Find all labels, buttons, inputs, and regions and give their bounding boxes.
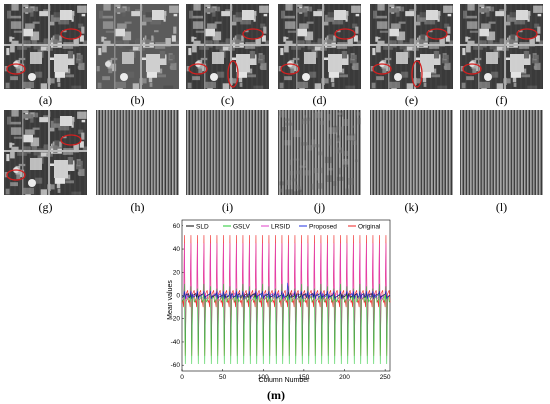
annotation-circle <box>426 28 448 40</box>
panel-d-label: (d) <box>312 93 327 107</box>
y-tick-label: 40 <box>173 246 181 253</box>
legend-box <box>183 221 389 230</box>
panel-d-image <box>278 4 361 89</box>
panel-e-label: (e) <box>404 93 419 107</box>
annotation-circle <box>462 63 482 75</box>
panel-i-image <box>186 110 269 195</box>
panel-c-image <box>186 4 269 89</box>
annotation-circle <box>242 28 264 40</box>
x-tick-label: 250 <box>380 374 391 381</box>
y-tick-label: 20 <box>173 269 181 276</box>
y-tick-label: -20 <box>171 316 181 323</box>
panel-l-image <box>460 110 543 195</box>
annotation-circle <box>227 60 239 88</box>
annotation-circle <box>411 60 423 88</box>
x-tick-label: 200 <box>339 374 350 381</box>
annotation-circle <box>280 63 300 75</box>
annotation-circle <box>60 28 82 40</box>
panel-g-image <box>4 110 87 195</box>
panel-c-label: (c) <box>220 93 235 107</box>
panel-f-image <box>460 4 543 89</box>
x-tick-label: 0 <box>180 374 184 381</box>
y-axis-label: Mean values <box>167 280 174 320</box>
panel-a-image <box>4 4 87 89</box>
annotation-circle <box>6 63 26 75</box>
y-tick-label: 60 <box>173 223 181 230</box>
y-tick-label: -60 <box>171 362 181 369</box>
annotation-circle <box>188 63 208 75</box>
panel-k-label: (k) <box>404 200 419 214</box>
chart-legend: SLD GSLV LRSID Proposed Original <box>183 221 389 231</box>
y-tick-label: -40 <box>171 339 181 346</box>
panel-j-image <box>278 110 361 195</box>
annotation-circle <box>6 169 26 181</box>
panel-a-label: (a) <box>38 93 53 107</box>
annotation-circle <box>334 28 356 40</box>
panel-h-image <box>96 110 179 195</box>
mean-values-chart: Mean values Column Number 0 50 100 150 200 25… <box>167 219 391 384</box>
x-axis-label: Column Number <box>259 377 311 384</box>
panel-h-label: (h) <box>130 200 145 214</box>
legend-label: SLD <box>196 224 209 231</box>
panel-i-label: (i) <box>221 200 234 214</box>
panel-b-image <box>96 4 179 89</box>
y-tick-label: 0 <box>176 293 180 300</box>
panel-l-label: (l) <box>495 200 508 214</box>
panel-f-label: (f) <box>495 93 508 107</box>
x-tick-label: 100 <box>258 374 269 381</box>
x-tick-label: 150 <box>298 374 309 381</box>
annotation-circle <box>516 28 538 40</box>
x-tick-label: 50 <box>219 374 227 381</box>
legend-label: Proposed <box>309 224 337 231</box>
panel-m-label: (m) <box>267 388 285 402</box>
panel-g-label: (g) <box>38 200 53 214</box>
panel-k-image <box>370 110 453 195</box>
panel-e-image <box>370 4 453 89</box>
panel-b-label: (b) <box>130 93 145 107</box>
legend-label: GSLV <box>233 224 251 231</box>
series-proposed-line <box>181 282 391 301</box>
annotation-circle <box>60 134 82 146</box>
legend-label: Original <box>358 224 381 231</box>
legend-label: LRSID <box>271 224 290 231</box>
annotation-circle <box>372 63 392 75</box>
panel-j-label: (j) <box>313 200 326 214</box>
